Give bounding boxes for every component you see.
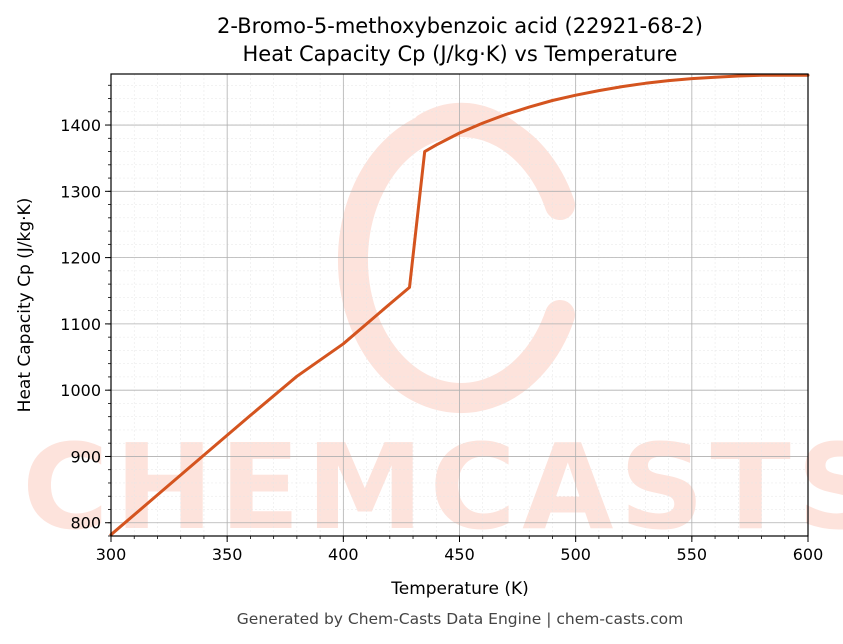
y-tick-label: 1100 <box>60 315 101 334</box>
x-axis-label: Temperature (K) <box>390 579 529 599</box>
x-tick-label: 400 <box>328 545 359 564</box>
x-tick-label: 600 <box>793 545 824 564</box>
x-tick-label: 300 <box>96 545 127 564</box>
watermark: CHEMCASTS <box>22 102 843 556</box>
y-axis: 800 900 1000 1100 1200 1300 1400 <box>60 84 111 537</box>
y-tick-label: 1400 <box>60 116 101 135</box>
chart-subtitle: Heat Capacity Cp (J/kg·K) vs Temperature <box>243 42 678 66</box>
series-line <box>109 73 810 537</box>
y-tick-label: 900 <box>70 447 101 466</box>
footer-credit: Generated by Chem-Casts Data Engine | ch… <box>237 610 683 628</box>
watermark-logo-icon <box>337 102 575 413</box>
x-tick-label: 500 <box>560 545 591 564</box>
series-layer <box>109 73 810 537</box>
chart-title: 2-Bromo-5-methoxybenzoic acid (22921-68-… <box>217 14 703 38</box>
watermark-text: CHEMCASTS <box>22 418 843 556</box>
x-tick-label: 350 <box>212 545 243 564</box>
y-tick-label: 1200 <box>60 249 101 268</box>
y-tick-label: 800 <box>70 514 101 533</box>
x-tick-label: 550 <box>677 545 708 564</box>
y-axis-label: Heat Capacity Cp (J/kg·K) <box>15 198 35 413</box>
y-tick-label: 1000 <box>60 381 101 400</box>
x-axis: 300 350 400 450 500 550 600 <box>96 536 824 564</box>
x-tick-label: 450 <box>444 545 475 564</box>
y-tick-label: 1300 <box>60 182 101 201</box>
